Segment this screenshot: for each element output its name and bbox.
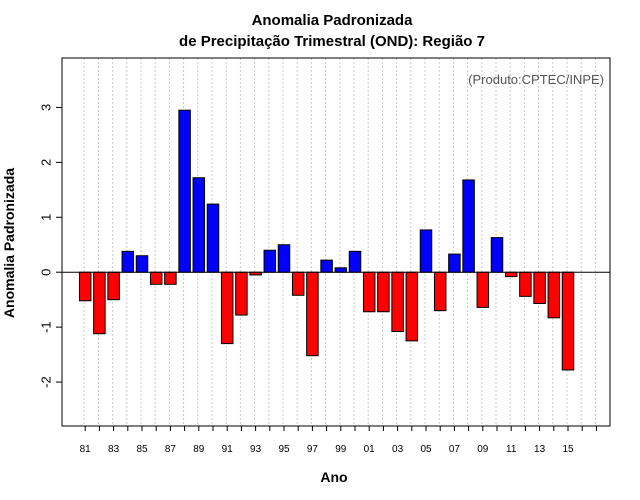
bar-03 bbox=[391, 271, 404, 333]
chart-title-line1: Anomalia Padronizada bbox=[252, 12, 414, 29]
y-tick-label: 3 bbox=[39, 104, 54, 111]
x-tick-label: 95 bbox=[278, 444, 290, 455]
bar-82 bbox=[93, 271, 106, 335]
x-tick-label: 01 bbox=[364, 444, 376, 455]
bar-layer bbox=[78, 109, 575, 371]
bar-05 bbox=[419, 229, 433, 273]
bar-96 bbox=[291, 271, 305, 296]
bar-99 bbox=[334, 267, 348, 273]
bar-00 bbox=[348, 250, 362, 273]
bar-11 bbox=[504, 271, 518, 278]
y-axis: -2 -1 0 1 2 3 bbox=[39, 104, 62, 388]
bar-06 bbox=[433, 271, 447, 312]
bar-88 bbox=[178, 109, 191, 273]
bar-12 bbox=[519, 271, 532, 297]
x-tick-label: 87 bbox=[165, 444, 177, 455]
plot-frame bbox=[61, 57, 611, 427]
bar-08 bbox=[462, 179, 475, 273]
x-tick-label: 03 bbox=[392, 444, 404, 455]
bar-85 bbox=[135, 255, 149, 273]
chart-title-line2: de Precipitação Trimestral (OND): Região… bbox=[179, 33, 485, 50]
x-tick-label: 91 bbox=[222, 444, 234, 455]
y-tick-label: -2 bbox=[39, 376, 54, 388]
bar-02 bbox=[377, 271, 390, 313]
bar-94 bbox=[263, 249, 277, 273]
x-tick-label: 11 bbox=[506, 444, 517, 455]
bar-09 bbox=[476, 271, 490, 308]
bar-91 bbox=[220, 271, 234, 345]
bar-87 bbox=[164, 271, 177, 285]
bar-89 bbox=[192, 177, 206, 273]
bar-90 bbox=[206, 203, 220, 273]
x-tick-label: 15 bbox=[562, 444, 574, 455]
bar-92 bbox=[235, 271, 248, 316]
y-tick-label: 1 bbox=[39, 214, 54, 221]
bar-04 bbox=[405, 271, 419, 342]
bar-83 bbox=[107, 271, 120, 301]
x-tick-label: 99 bbox=[335, 444, 347, 455]
bar-84 bbox=[121, 250, 135, 273]
bar-07 bbox=[448, 253, 461, 273]
bar-86 bbox=[149, 271, 163, 285]
x-axis: 81 83 85 87 89 91 93 95 97 99 01 03 05 07 09 11 13 15 bbox=[80, 426, 597, 455]
x-tick-label: 85 bbox=[136, 444, 148, 455]
y-axis-label: Anomalia Padronizada bbox=[1, 168, 17, 318]
x-tick-label: 81 bbox=[80, 444, 92, 455]
x-tick-label: 97 bbox=[307, 444, 319, 455]
x-tick-label: 07 bbox=[449, 444, 461, 455]
y-tick-label: 0 bbox=[39, 269, 54, 276]
source-note: (Produto:CPTEC/INPE) bbox=[468, 72, 604, 87]
bar-98 bbox=[320, 259, 333, 273]
bar-10 bbox=[490, 237, 504, 273]
bar-14 bbox=[547, 271, 561, 319]
y-tick-label: -1 bbox=[39, 321, 54, 333]
x-tick-label: 13 bbox=[534, 444, 546, 455]
x-tick-label: 09 bbox=[477, 444, 489, 455]
bar-15 bbox=[561, 271, 575, 371]
bar-81 bbox=[78, 271, 92, 302]
grid-layer bbox=[83, 58, 596, 426]
x-tick-label: 89 bbox=[193, 444, 205, 455]
x-tick-label: 05 bbox=[420, 444, 432, 455]
bar-01 bbox=[362, 271, 376, 313]
bar-97 bbox=[306, 271, 319, 357]
y-tick-label: 2 bbox=[39, 159, 54, 166]
bar-95 bbox=[277, 244, 291, 273]
bar-13 bbox=[533, 271, 546, 305]
x-tick-label: 83 bbox=[108, 444, 120, 455]
x-axis-label: Ano bbox=[320, 469, 347, 485]
x-tick-label: 93 bbox=[250, 444, 262, 455]
